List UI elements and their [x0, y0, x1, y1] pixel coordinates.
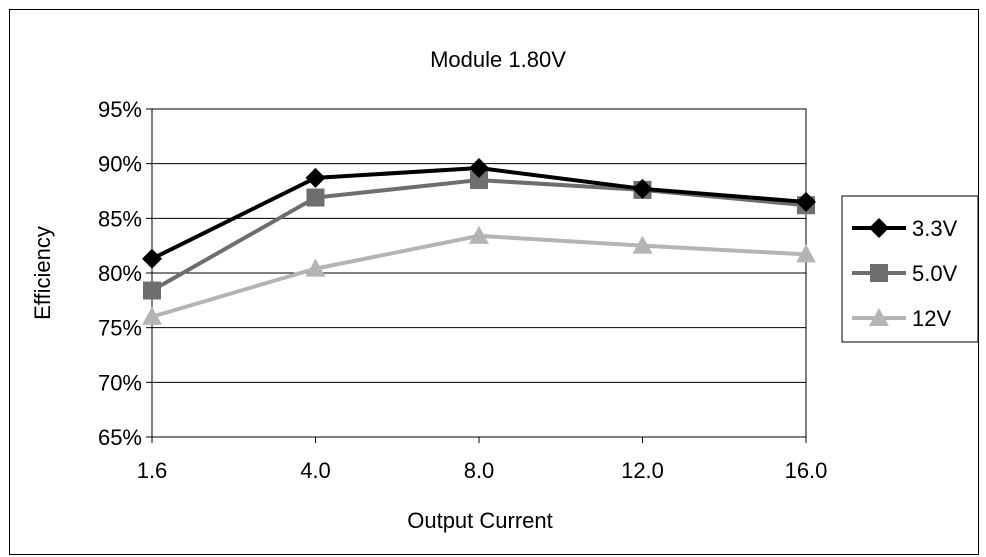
y-axis-label: Efficiency — [30, 226, 55, 320]
data-point — [306, 188, 325, 207]
data-point — [632, 178, 653, 199]
data-point — [142, 248, 162, 269]
chart-title: Module 1.80V — [430, 47, 566, 72]
series-layer — [142, 158, 816, 325]
data-point — [305, 167, 326, 188]
data-point — [469, 225, 489, 244]
y-tick-label: 75% — [98, 316, 142, 341]
data-point — [796, 191, 816, 212]
data-point — [305, 258, 326, 277]
y-tick-label: 65% — [98, 425, 142, 450]
x-tick-label: 16.0 — [785, 458, 828, 483]
y-tick-label: 95% — [98, 97, 142, 122]
data-point — [469, 158, 489, 179]
legend-label: 12V — [912, 306, 951, 331]
legend-item: 3.3V — [852, 216, 958, 241]
data-point — [632, 235, 653, 254]
data-point — [470, 171, 488, 190]
data-point — [796, 244, 816, 263]
series-12V — [142, 225, 816, 325]
legend-label: 5.0V — [912, 261, 958, 286]
x-tick-label: 1.6 — [137, 458, 168, 483]
legend-item: 12V — [852, 306, 951, 331]
data-point — [143, 281, 161, 300]
y-tick-label: 90% — [98, 152, 142, 177]
y-tick-label: 70% — [98, 370, 142, 395]
x-tick-label: 8.0 — [464, 458, 495, 483]
legend: 3.3V 5.0V 12V — [841, 195, 979, 343]
series-line — [151, 233, 807, 319]
legend-marker — [870, 264, 888, 282]
axes — [146, 108, 807, 443]
x-tick-label: 12.0 — [621, 458, 664, 483]
x-tick-label: 4.0 — [300, 458, 331, 483]
legend-marker — [869, 218, 889, 238]
legend-label: 3.3V — [912, 216, 958, 241]
data-point — [142, 306, 162, 325]
tick-labels: 65% 70% 75% 80% 85% 90% 95% 1.6 4.0 8.0 12.0 16.0 — [98, 97, 827, 483]
y-tick-label: 85% — [98, 206, 142, 231]
y-tick-label: 80% — [98, 261, 142, 286]
legend-item: 5.0V — [852, 261, 958, 286]
legend-box — [841, 195, 979, 343]
x-axis-label: Output Current — [407, 508, 553, 533]
legend-marker — [869, 308, 889, 326]
series-3.3V — [142, 158, 816, 269]
